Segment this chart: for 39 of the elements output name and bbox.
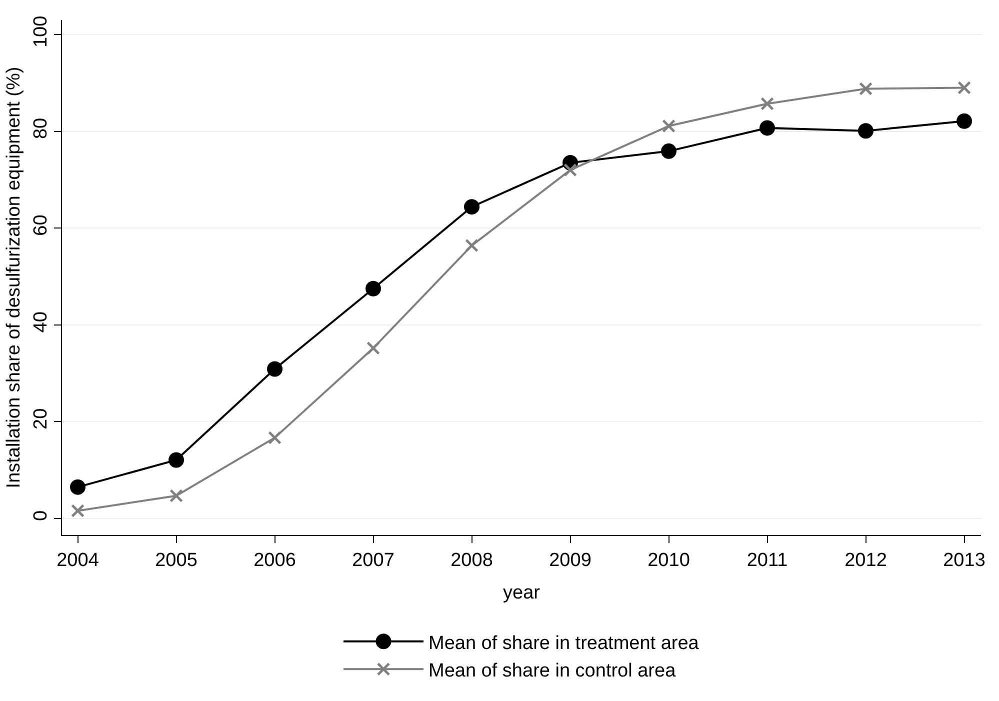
y-tick-label: 80 bbox=[30, 118, 52, 140]
x-tick-label: 2006 bbox=[254, 550, 296, 571]
y-tick-label: 60 bbox=[30, 214, 52, 236]
x-tick-label: 2005 bbox=[155, 550, 198, 571]
legend-label: Mean of share in control area bbox=[428, 660, 676, 682]
x-tick-label: 2004 bbox=[56, 550, 100, 571]
point bbox=[465, 238, 479, 252]
x-tick-label: 2010 bbox=[648, 550, 690, 571]
x-tick-label: 2011 bbox=[746, 550, 788, 571]
x-tick-label: 2013 bbox=[943, 550, 986, 571]
point bbox=[564, 163, 578, 177]
point bbox=[958, 81, 972, 95]
point bbox=[71, 504, 85, 518]
point bbox=[760, 120, 776, 136]
point bbox=[464, 199, 480, 215]
y-tick-label: 100 bbox=[30, 16, 52, 48]
point bbox=[661, 143, 677, 159]
point bbox=[168, 452, 184, 468]
y-tick-label: 40 bbox=[30, 312, 52, 333]
y-axis-title: Installation share of desulfurization equipment (%) bbox=[3, 66, 24, 488]
point bbox=[859, 82, 873, 96]
point bbox=[366, 280, 382, 296]
point bbox=[268, 430, 282, 444]
point bbox=[70, 479, 86, 495]
point bbox=[267, 361, 283, 377]
point bbox=[760, 96, 774, 110]
point bbox=[858, 123, 874, 139]
x-tick-label: 2009 bbox=[549, 550, 592, 571]
point bbox=[366, 341, 380, 355]
point bbox=[662, 119, 676, 133]
y-tick-label: 20 bbox=[30, 408, 52, 430]
x-tick-label: 2007 bbox=[352, 550, 394, 571]
legend-label: Mean of share in treatment area bbox=[428, 632, 700, 654]
x-axis-title: year bbox=[503, 582, 541, 604]
y-tick-label: 0 bbox=[30, 510, 52, 521]
x-tick-label: 2008 bbox=[450, 550, 493, 571]
point bbox=[170, 489, 184, 503]
x-tick-label: 2012 bbox=[844, 550, 887, 571]
point bbox=[956, 113, 972, 129]
